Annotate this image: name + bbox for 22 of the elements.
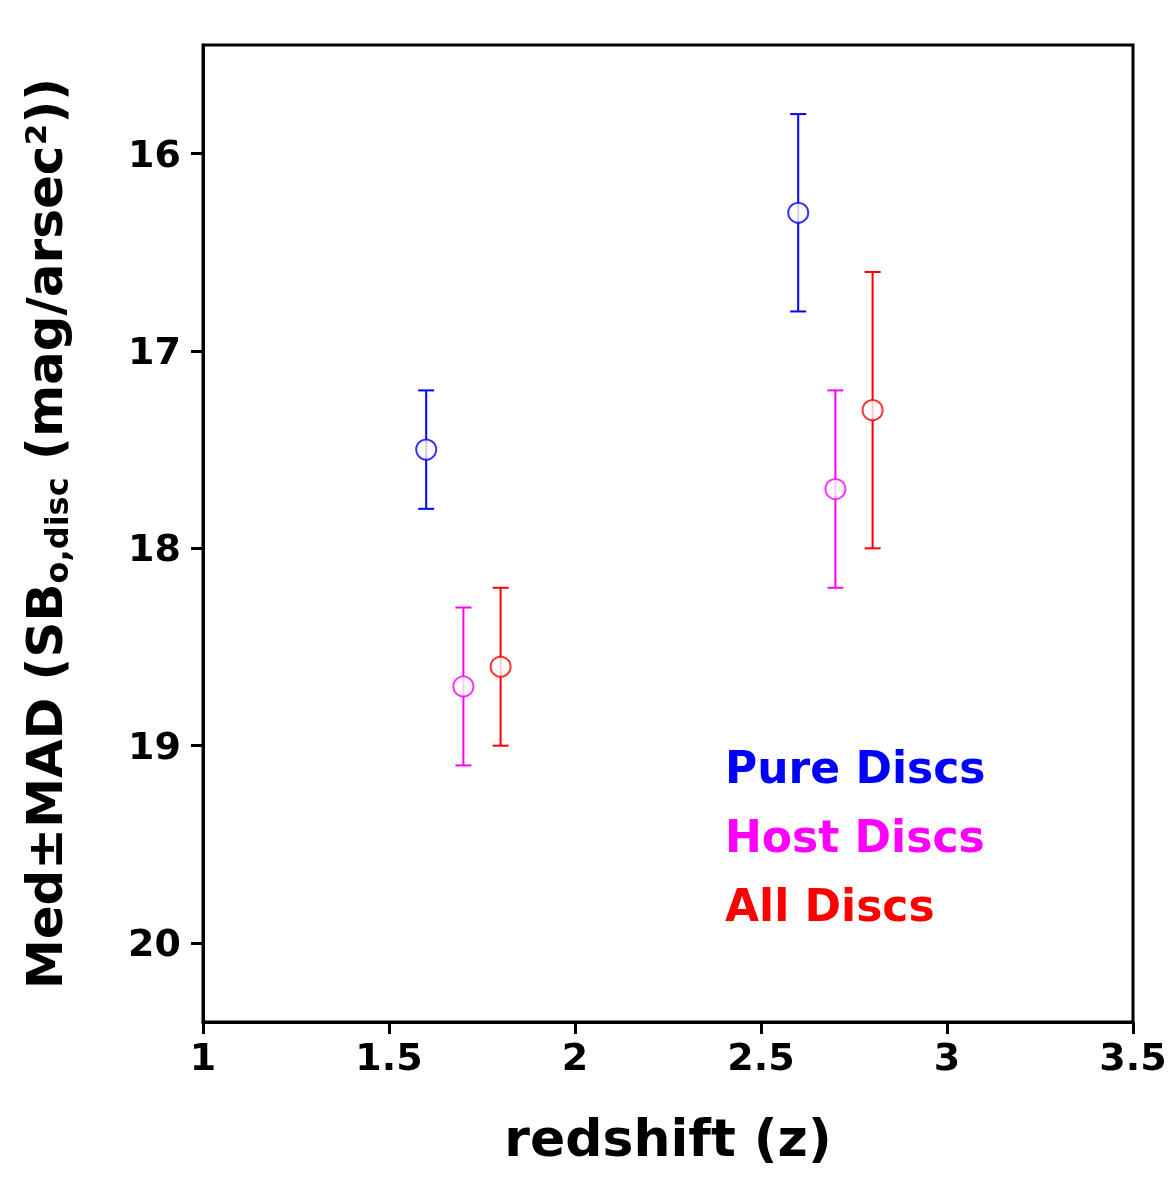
y-tick-label: 16 <box>128 131 181 176</box>
x-tick-label: 3 <box>933 1035 961 1079</box>
y-tick-label: 20 <box>128 921 181 966</box>
point <box>824 478 847 501</box>
y-tick-label: 17 <box>128 328 181 373</box>
point <box>452 675 475 698</box>
point <box>787 201 810 224</box>
point <box>489 655 512 678</box>
x-tick-label: 2.5 <box>727 1035 795 1079</box>
x-tick-label: 2 <box>561 1035 589 1079</box>
x-axis-title: redshift (z) <box>504 1108 832 1168</box>
y-tick-label: 19 <box>128 723 181 768</box>
point <box>861 399 884 422</box>
x-tick-label: 1.5 <box>355 1035 423 1079</box>
text: Pure Discs <box>725 741 986 793</box>
x-tick-label: 1 <box>189 1035 217 1079</box>
x-tick-label: 3.5 <box>1099 1035 1167 1079</box>
text: All Discs <box>725 879 935 931</box>
point <box>415 438 438 461</box>
y-tick-label: 18 <box>128 526 181 571</box>
y-axis-title: Med±MAD (SBo,disc (mag/arsec²)) <box>16 77 76 990</box>
text: Host Discs <box>725 810 985 862</box>
